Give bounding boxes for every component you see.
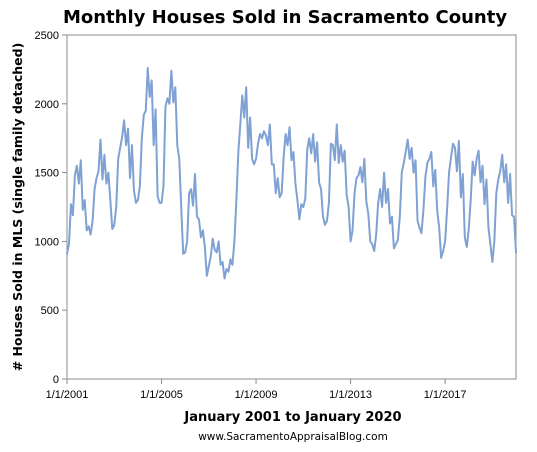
chart-title: Monthly Houses Sold in Sacramento County	[63, 7, 507, 28]
y-tick-label: 2000	[35, 99, 59, 111]
x-axis: 1/1/2001 1/1/2005 1/1/2009 1/1/2013 1/1/2017	[46, 379, 467, 401]
x-tick-label: 1/1/2017	[424, 389, 467, 401]
x-axis-label: January 2001 to January 2020	[183, 410, 401, 425]
series-line-houses-sold	[66, 67, 517, 280]
y-tick-label: 1000	[35, 236, 59, 248]
y-axis: 0 500 1000 1500 2000 2500	[35, 30, 67, 386]
y-tick-label: 500	[41, 305, 59, 317]
x-tick-label: 1/1/2009	[235, 389, 278, 401]
y-tick-label: 1500	[35, 168, 59, 180]
y-axis-label: # Houses Sold in MLS (single family deta…	[10, 43, 25, 372]
x-tick-label: 1/1/2005	[140, 389, 183, 401]
credit-text: www.SacramentoAppraisalBlog.com	[198, 431, 388, 443]
y-tick-label: 0	[53, 374, 59, 386]
x-tick-label: 1/1/2001	[46, 389, 89, 401]
x-tick-label: 1/1/2013	[329, 389, 372, 401]
plot-area	[66, 34, 517, 380]
y-tick-label: 2500	[35, 30, 59, 42]
series-group	[66, 67, 517, 280]
